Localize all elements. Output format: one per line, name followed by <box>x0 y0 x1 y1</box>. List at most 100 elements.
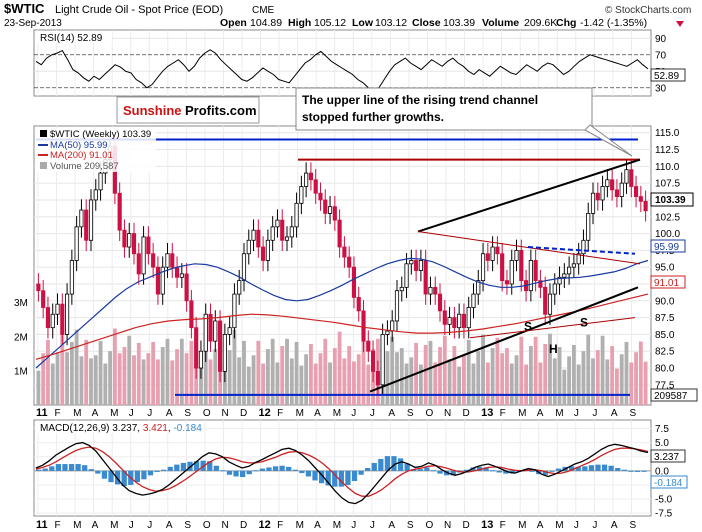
volume-bar <box>600 335 605 405</box>
candle-body <box>461 313 466 329</box>
volume-bar <box>586 334 591 405</box>
volume-bar <box>50 363 55 405</box>
ma50-value-tag: 95.99 <box>654 242 679 253</box>
price-tick-label: 95.0 <box>655 263 675 274</box>
candle-body <box>375 370 380 386</box>
candle-body <box>394 290 400 322</box>
candle-body <box>79 209 84 228</box>
volume-bar <box>69 341 74 405</box>
candle-body <box>356 297 361 312</box>
macd-histogram-bar <box>338 470 344 487</box>
close-label: Close <box>412 17 441 29</box>
volume-bar <box>98 340 103 405</box>
volume-bar <box>347 346 352 405</box>
macd-histogram-bar <box>68 464 75 471</box>
volume-bar <box>184 353 189 405</box>
volume-bar <box>332 348 337 405</box>
macd-tick-label: 5.0 <box>655 438 669 449</box>
volume-bar <box>213 349 218 405</box>
candle-body <box>155 266 160 295</box>
volume-bar <box>571 345 576 405</box>
volume-bar <box>60 333 65 405</box>
volume-bar <box>323 338 328 405</box>
macd-histogram-bar <box>75 464 81 471</box>
volume-bar <box>500 353 505 405</box>
rsi-panel <box>33 29 652 97</box>
volume-bar <box>112 328 117 405</box>
price-x-tick-label: M <box>110 408 118 419</box>
volume-bar <box>151 341 156 405</box>
macd-histogram-bar <box>121 470 127 487</box>
chart-header: $WTIC Light Crude Oil - Spot Price (EOD)… <box>4 1 691 29</box>
volume-bar <box>514 355 519 405</box>
volume-legend-label: Volume 209,587 <box>50 161 119 172</box>
candle-body <box>265 239 270 261</box>
candle-body <box>361 310 366 342</box>
macd-x-tick-label: J <box>592 520 597 531</box>
legend-bg <box>36 128 156 172</box>
candle-body <box>457 313 462 329</box>
candle-body <box>69 260 74 295</box>
volume-bar <box>366 364 371 405</box>
price-x-tick-label: A <box>92 408 99 419</box>
macd-x-tick-label: 12 <box>259 519 271 531</box>
price-x-tick-label: 12 <box>259 407 271 419</box>
candle-body <box>399 286 404 292</box>
macd-histogram-bar <box>430 470 437 472</box>
price-x-tick-label: J <box>129 408 134 419</box>
volume-bars <box>36 327 648 405</box>
volume-bar <box>557 347 562 405</box>
macd-x-tick-label: S <box>407 520 414 531</box>
candle-body <box>136 253 141 275</box>
macd-histogram-bar <box>134 470 140 483</box>
macd-x-tick-label: J <box>129 520 134 531</box>
candle-body <box>586 212 591 241</box>
price-x-tick-label: J <box>147 408 152 419</box>
low-label: Low <box>352 17 374 29</box>
candle-body <box>437 293 443 312</box>
price-tick-label: 100.0 <box>655 229 680 240</box>
logo-part1: Sunshine <box>123 103 182 118</box>
macd-histogram-bar <box>608 465 614 471</box>
candle-body <box>643 200 648 212</box>
macd-x-tick-label: 13 <box>481 519 493 531</box>
candle-body <box>117 192 122 231</box>
macd-x-tick-label: M <box>73 520 81 531</box>
volume-legend-swatch <box>40 162 47 169</box>
price-x-tick-label: M <box>296 408 304 419</box>
candle-body <box>347 256 352 268</box>
macd-histogram-bar <box>187 461 193 471</box>
volume-bar <box>203 334 208 405</box>
candle-body <box>141 236 146 275</box>
volume-bar <box>528 346 533 405</box>
high-value: 105.12 <box>314 17 346 29</box>
volume-bar <box>141 359 146 405</box>
price-tick-label: 80.0 <box>655 364 675 375</box>
price-x-tick-label: S <box>629 408 636 419</box>
candle-body <box>452 317 457 329</box>
macd-histogram-bar <box>549 470 555 472</box>
open-value: 104.89 <box>250 17 282 29</box>
annotation-callout: The upper line of the rising trend chann… <box>295 87 633 157</box>
macd-histogram-bar <box>174 464 180 471</box>
macd-histogram-bar <box>391 456 397 471</box>
candle-body <box>323 199 328 214</box>
price-x-tick-label: D <box>463 408 470 419</box>
volume-bar <box>74 329 79 405</box>
volume-bar <box>289 358 294 405</box>
volume-bar <box>543 343 548 405</box>
volume-bar <box>342 358 347 405</box>
volume-bar <box>304 354 309 405</box>
candle-body <box>371 350 376 372</box>
candle-body <box>390 320 395 332</box>
ohlc-readout: Open 104.89 High 105.12 Low 103.12 Close… <box>220 17 684 29</box>
candle-body <box>485 253 490 261</box>
price-x-tick-label: J <box>592 408 597 419</box>
volume-bar <box>294 341 299 405</box>
macd-series <box>35 441 649 505</box>
macd-x-tick-label: A <box>314 520 321 531</box>
chart-date: 23-Sep-2013 <box>4 18 62 29</box>
volume-bar <box>581 351 586 405</box>
volume-bar <box>146 353 151 405</box>
macd-histogram-bar <box>292 469 298 471</box>
